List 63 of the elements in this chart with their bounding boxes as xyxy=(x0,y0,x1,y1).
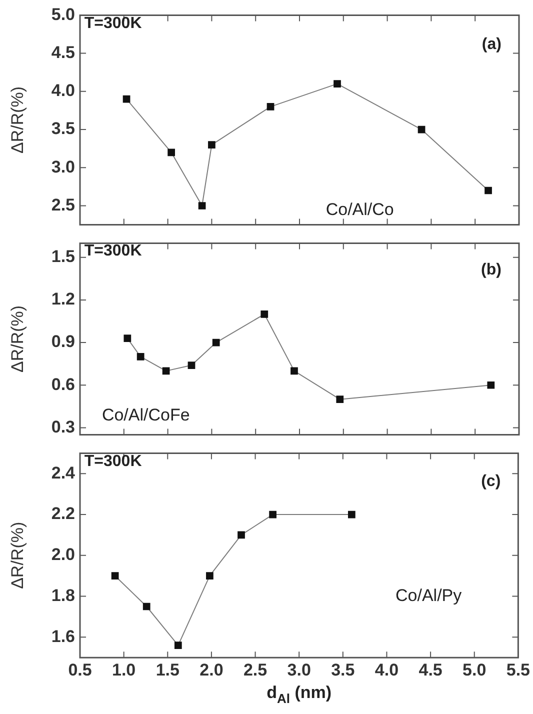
y-tick-label: 5.0 xyxy=(51,4,75,24)
annotation: T=300K xyxy=(84,242,142,260)
x-tick-label: 3.0 xyxy=(287,660,311,680)
annotation: Co/Al/Py xyxy=(395,586,462,605)
x-tick-label: 1.0 xyxy=(112,660,136,680)
point xyxy=(484,186,492,194)
point xyxy=(162,367,170,375)
y-tick-label: 2.4 xyxy=(51,463,76,482)
y-tick-label: 1.5 xyxy=(51,247,75,266)
annotation: Co/Al/Co xyxy=(326,200,394,219)
x-tick-label: 2.0 xyxy=(200,660,224,680)
annotation: (a) xyxy=(482,36,502,53)
y-axis-title: ΔR/R(%) xyxy=(8,305,27,373)
point xyxy=(142,602,150,610)
x-tick-label: 3.5 xyxy=(331,660,355,680)
y-tick-label: 0.3 xyxy=(51,417,75,436)
y-tick-label: 1.2 xyxy=(51,290,75,309)
x-tick-label: 5.5 xyxy=(506,660,530,680)
y-tick-label: 1.6 xyxy=(51,626,75,646)
point xyxy=(198,202,206,210)
point xyxy=(336,396,344,403)
annotation: T=300K xyxy=(84,14,142,32)
annotation: T=300K xyxy=(84,452,142,470)
point xyxy=(212,338,220,346)
point xyxy=(348,510,356,518)
y-tick-label: 1.8 xyxy=(51,586,75,605)
y-tick-label: 0.6 xyxy=(51,374,75,394)
point xyxy=(269,510,276,518)
point xyxy=(260,310,268,318)
y-tick-label: 3.0 xyxy=(51,157,75,176)
y-tick-label: 4.0 xyxy=(51,81,75,100)
y-tick-label: 4.5 xyxy=(51,42,75,62)
y-tick-label: 2.0 xyxy=(51,545,75,564)
y-axis-title: ΔR/R(%) xyxy=(8,86,27,154)
x-tick-label: 1.5 xyxy=(156,660,180,680)
x-tick-label: 4.0 xyxy=(374,660,399,680)
x-tick-label: 5.0 xyxy=(462,660,486,680)
point xyxy=(124,334,132,342)
y-tick-label: 2.5 xyxy=(51,195,75,214)
x-tick-label: 0.5 xyxy=(68,660,92,680)
point xyxy=(174,642,182,650)
y-axis-title: ΔR/R(%) xyxy=(8,522,27,589)
annotation: (c) xyxy=(481,473,501,490)
point xyxy=(111,572,119,580)
x-tick-label: 2.5 xyxy=(243,660,268,680)
point xyxy=(266,102,274,110)
point xyxy=(238,531,245,539)
point xyxy=(418,126,426,134)
point xyxy=(122,95,130,103)
point xyxy=(136,353,144,360)
point xyxy=(290,367,298,375)
y-tick-label: 2.2 xyxy=(51,504,75,524)
y-tick-label: 3.5 xyxy=(51,119,75,138)
point xyxy=(168,148,175,156)
annotation: Co/Al/CoFe xyxy=(102,405,190,424)
y-tick-label: 0.9 xyxy=(51,332,75,352)
point xyxy=(188,362,196,369)
point xyxy=(206,572,214,580)
point xyxy=(334,80,341,88)
annotation: (b) xyxy=(481,261,502,278)
point xyxy=(208,141,216,148)
point xyxy=(487,381,495,389)
x-tick-label: 4.5 xyxy=(418,660,442,680)
